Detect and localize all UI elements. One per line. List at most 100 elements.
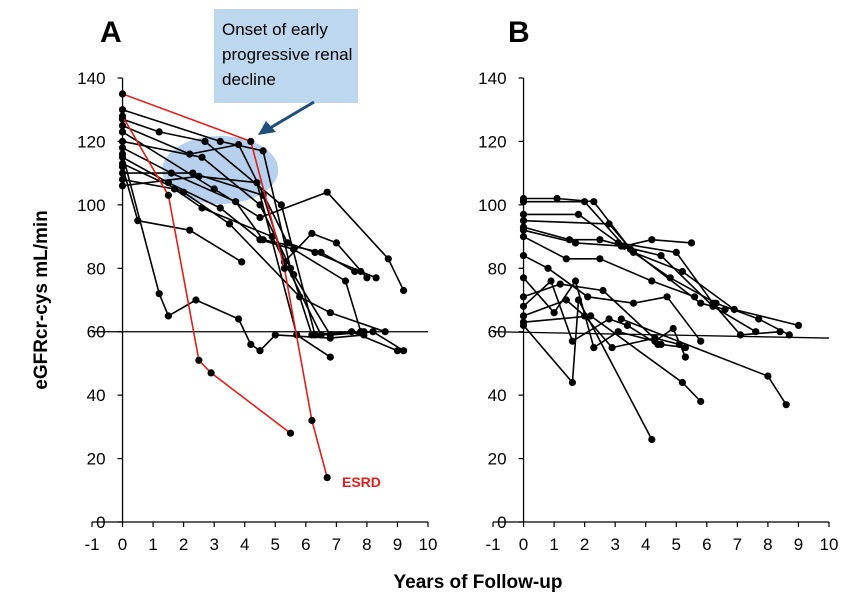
panel-b-data-point — [614, 328, 622, 336]
panel-a-data-point — [195, 172, 203, 180]
annotation-line-1: Onset of early — [222, 20, 328, 39]
panel-a-data-point — [216, 137, 224, 145]
panel-a-data-point — [253, 179, 261, 187]
panel-a-data-point — [189, 169, 197, 177]
panel-a-data-point — [323, 188, 331, 196]
panel-b-x-tick-label: 9 — [794, 535, 803, 554]
panel-b-series-14 — [519, 312, 705, 406]
panel-b-series-line — [522, 280, 659, 346]
panel-b-data-point — [605, 315, 613, 323]
panel-a-data-point — [256, 347, 264, 355]
panel-b-data-point — [666, 274, 674, 282]
panel-a-data-point — [326, 309, 334, 317]
panel-a-data-point — [286, 429, 295, 437]
panel-b-data-point — [562, 296, 570, 304]
panel-b-y-tick-label: 80 — [488, 259, 507, 278]
y-axis-label: eGFRcr-cys mL/min — [31, 210, 52, 390]
panel-a-x-tick-label: 3 — [209, 535, 218, 554]
panel-b-data-point — [629, 299, 638, 307]
panel-b-data-point — [574, 210, 583, 218]
panel-a-data-point — [118, 137, 127, 145]
panel-a-y-tick-label: 140 — [77, 69, 105, 88]
panel-b-data-point — [519, 233, 528, 241]
panel-a-series-15 — [118, 150, 368, 355]
panel-b-x-tick-label: -1 — [485, 535, 500, 554]
panel-a-data-point — [280, 264, 288, 272]
panel-b-series-line — [523, 315, 702, 403]
panel-a-y-tick-label: 120 — [77, 132, 105, 151]
panel-a-data-point — [332, 239, 340, 247]
panel-a-data-point — [118, 163, 127, 171]
panel-b-series-line — [523, 229, 757, 333]
panel-a-data-point — [118, 106, 127, 114]
panel-b-data-point — [587, 312, 595, 320]
panel-b-data-point — [691, 293, 699, 301]
panel-a-data-point — [323, 474, 331, 482]
panel-b-series-line — [523, 219, 799, 327]
panel-a-data-point — [247, 137, 255, 145]
panel-b-data-point — [752, 328, 760, 336]
panel-b-data-point — [776, 328, 784, 336]
panel-a-x-tick-label: 7 — [332, 535, 341, 554]
panel-b-data-point — [617, 315, 625, 323]
annotation-line-2: progressive renal — [222, 45, 352, 64]
panel-a-data-point — [118, 128, 127, 136]
panel-a-data-point — [317, 248, 325, 256]
panel-b-data-point — [681, 344, 690, 352]
panel-b-data-point — [629, 248, 638, 256]
panel-a-data-point — [351, 267, 359, 276]
panel-b-data-point — [687, 239, 696, 247]
panel-b-data-point — [574, 296, 583, 304]
panel-a-data-point — [170, 185, 179, 193]
panel-b-series-12 — [519, 296, 683, 352]
panel-a-data-point — [118, 90, 127, 98]
panel-a-x-tick-label: 8 — [362, 535, 371, 554]
panel-b-data-point — [782, 401, 790, 409]
panel-a-series-12 — [118, 175, 368, 339]
panel-b-data-point — [519, 252, 528, 260]
panel-a-data-point — [326, 334, 334, 342]
panel-b-data-point — [648, 435, 656, 444]
panel-b-data-point — [678, 378, 687, 387]
panel-a-x-tick-label: 6 — [301, 535, 310, 554]
panel-b-series-line — [523, 254, 702, 342]
panel-b-x-tick-label: 5 — [672, 535, 681, 554]
panel-a-x-tick-label: 4 — [240, 535, 249, 554]
panel-b-data-point — [709, 302, 717, 310]
panel-b-data-point — [553, 194, 561, 203]
panel-a-data-point — [118, 182, 127, 190]
x-axis-label: Years of Follow-up — [394, 572, 563, 593]
esrd-label: ESRD — [342, 474, 381, 490]
panel-b-data-point — [697, 397, 705, 406]
panel-b-data-point — [697, 337, 705, 345]
panel-b-x-tick-label: 1 — [549, 535, 558, 554]
panel-b-data-point — [571, 239, 580, 247]
annotation-box — [214, 9, 358, 103]
panel-a-data-point — [235, 315, 243, 323]
panel-a-data-point — [238, 258, 246, 266]
panel-b-data-point — [581, 198, 589, 206]
panel-a-data-point — [400, 286, 408, 295]
panel-a-data-point — [259, 147, 267, 155]
panel-b-data-point — [736, 331, 745, 339]
panel-a-data-point — [198, 153, 206, 161]
panel-b-series-13 — [519, 296, 656, 444]
panel-b-data-point — [519, 318, 528, 326]
panel-a-data-point — [186, 226, 194, 234]
panel-b-series-7 — [519, 233, 699, 301]
panel-a-data-point — [155, 128, 163, 136]
panel-b-y-tick-label: 0 — [497, 513, 506, 532]
panel-a-series-line — [122, 178, 364, 336]
panel-a-data-point — [372, 274, 380, 282]
panel-a-data-point — [360, 331, 368, 339]
panel-a-y-tick-label: 100 — [77, 196, 105, 215]
panel-a-x-tick-label: 10 — [419, 535, 438, 554]
panel-b-data-point — [596, 255, 604, 263]
panel-a-letter: A — [100, 16, 122, 49]
panel-b-series-2 — [519, 198, 793, 339]
panel-b-x-tick-label: 6 — [702, 535, 711, 554]
panel-a-x-tick-label: 1 — [148, 535, 157, 554]
panel-b-data-point — [785, 331, 793, 339]
